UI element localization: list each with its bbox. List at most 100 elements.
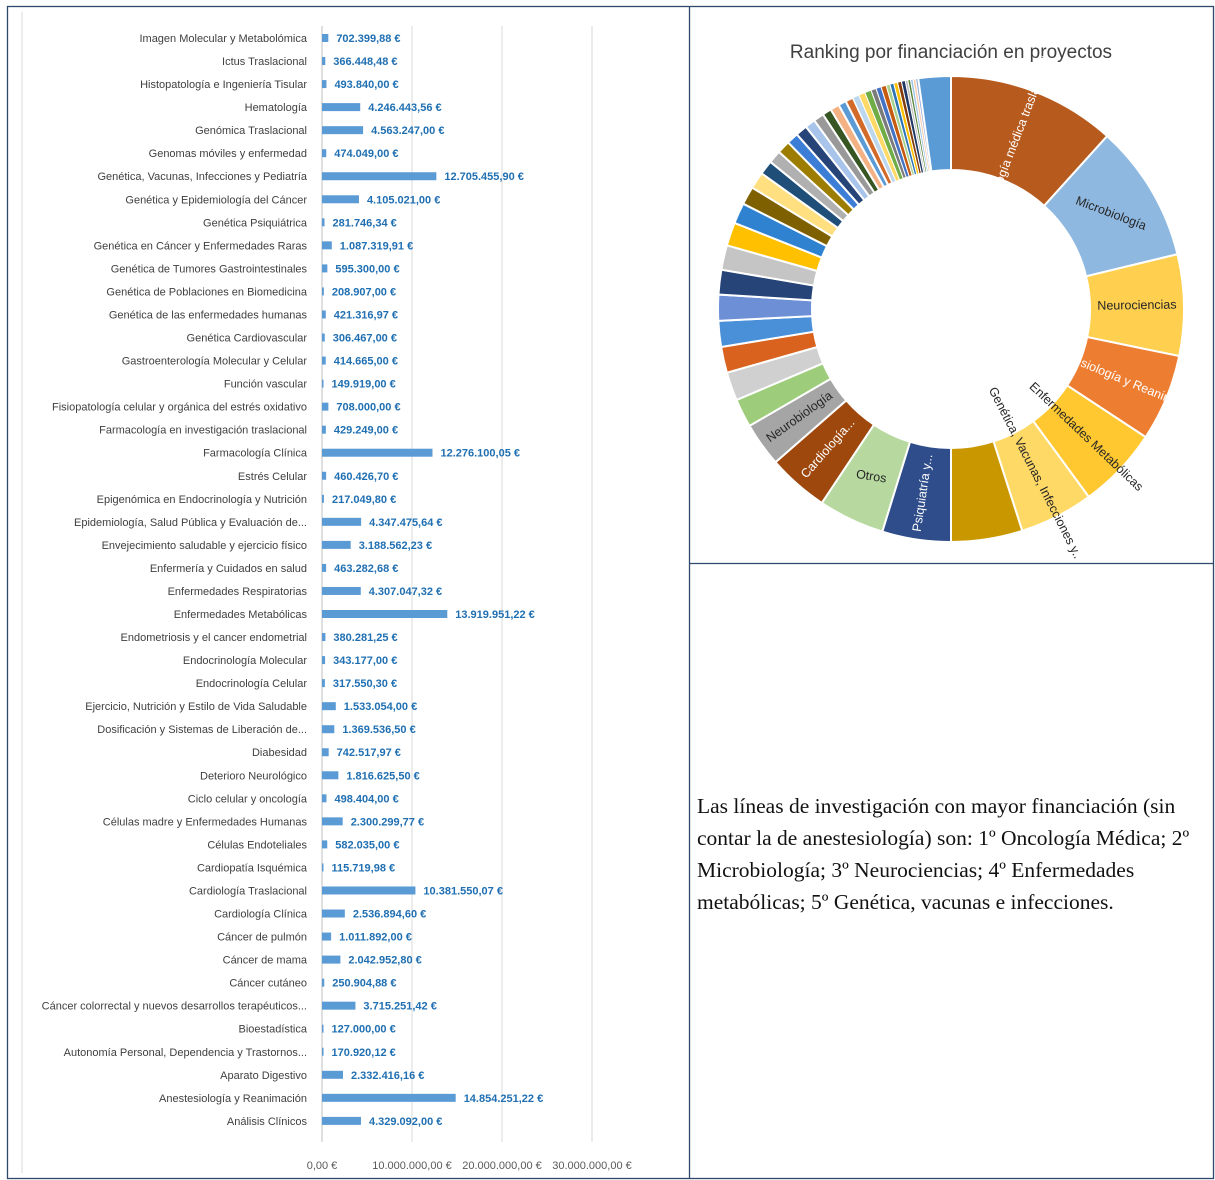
value-label: 12.705.455,90 € [444, 171, 524, 183]
bar-row: Imagen Molecular y Metabolómica 702.399,8… [139, 33, 400, 45]
category-label: Bioestadística [239, 1024, 308, 1036]
bar-row: Ejercicio, Nutrición y Estilo de Vida Sa… [85, 701, 417, 713]
bar [322, 241, 332, 250]
category-label: Hematología [245, 102, 308, 114]
table-borders [6, 5, 1215, 1180]
category-label: Endocrinología Molecular [183, 655, 307, 667]
bar [322, 448, 433, 457]
category-label: Genética de Tumores Gastrointestinales [111, 263, 308, 275]
table-outer-border [6, 5, 1215, 1180]
category-label: Autonomía Personal, Dependencia y Trasto… [64, 1047, 307, 1059]
bar [322, 679, 325, 688]
bar [322, 978, 325, 987]
bar [322, 886, 416, 895]
bar-row: Genética Cardiovascular 306.467,00 € [187, 333, 397, 345]
bar-row: Diabesidad 742.517,97 € [252, 747, 401, 759]
value-label: 13.919.951,22 € [455, 609, 535, 621]
value-label: 4.105.021,00 € [367, 194, 440, 206]
bar [322, 1070, 343, 1079]
category-label: Farmacología en investigación traslacion… [99, 425, 307, 437]
category-label: Cáncer de pulmón [217, 932, 307, 944]
bar-row: Fisiopatología celular y orgánica del es… [52, 402, 401, 414]
bar-row: Bioestadística 127.000,00 € [239, 1024, 396, 1036]
bar [322, 955, 341, 964]
value-label: 281.746,34 € [333, 217, 397, 229]
category-label: Imagen Molecular y Metabolómica [139, 33, 307, 45]
x-tick-label: 20.000.000,00 € [462, 1160, 542, 1172]
bar-row: Enfermedades Metabólicas 13.919.951,22 € [174, 609, 535, 621]
category-label: Gastroenterología Molecular y Celular [122, 356, 308, 368]
category-label: Deterioro Neurológico [200, 770, 307, 782]
bar-row: Hematología 4.246.443,56 € [245, 102, 442, 114]
bar [322, 656, 326, 665]
value-label: 2.042.952,80 € [348, 955, 421, 967]
bar-row: Farmacología en investigación traslacion… [99, 425, 398, 437]
bar [322, 1116, 361, 1125]
donut-slices [717, 74, 1185, 544]
bar-row: Dosificación y Sistemas de Liberación de… [97, 724, 415, 736]
bar [322, 126, 364, 135]
bar [322, 725, 335, 734]
value-label: 4.246.443,56 € [368, 102, 441, 114]
bar-row: Autonomía Personal, Dependencia y Trasto… [64, 1047, 396, 1059]
category-label: Histopatología e Ingeniería Tisular [140, 79, 307, 91]
category-label: Envejecimiento saludable y ejercicio fís… [102, 540, 307, 552]
bar-row: Cáncer cutáneo 250.904,88 € [229, 978, 396, 990]
bar [322, 909, 345, 918]
value-label: 12.276.100,05 € [440, 448, 520, 460]
bar-row: Estrés Celular 460.426,70 € [238, 471, 398, 483]
value-label: 1.369.536,50 € [342, 724, 415, 736]
category-label: Función vascular [224, 379, 307, 391]
bar [322, 425, 326, 434]
bar-chart: 0,00 € 10.000.000,00 € 20.000.000,00 € 30.0… [21, 12, 632, 1173]
findings-paragraph: Las líneas de investigación con mayor fi… [697, 794, 1190, 914]
bar [322, 771, 339, 780]
bar-row: Endometriosis y el cancer endometrial 380… [121, 632, 398, 644]
category-label: Genética y Epidemiología del Cáncer [125, 194, 307, 206]
bar [322, 1047, 324, 1056]
bar [322, 794, 327, 803]
bar [322, 1001, 356, 1010]
bar [322, 172, 437, 181]
value-label: 702.399,88 € [336, 33, 400, 45]
bar [322, 748, 329, 757]
x-tick-label: 0,00 € [307, 1160, 338, 1172]
bar-row: Anestesiología y Reanimación 14.854.251,2… [159, 1093, 543, 1105]
value-label: 10.381.550,07 € [423, 885, 503, 897]
value-label: 2.300.299,77 € [351, 816, 424, 828]
bar-row: Cardiología Clínica 2.536.894,60 € [214, 909, 426, 921]
bar [322, 494, 324, 503]
bar-row: Aparato Digestivo 2.332.416,16 € [220, 1070, 424, 1082]
bar-row: Genética de Tumores Gastrointestinales 59… [111, 263, 400, 275]
bar [322, 563, 327, 572]
bar [322, 379, 324, 388]
bar [322, 517, 362, 526]
bar-row: Genética de Poblaciones en Biomedicina 20… [106, 286, 396, 298]
bar-row: Envejecimiento saludable y ejercicio fís… [102, 540, 433, 552]
value-label: 3.715.251,42 € [363, 1001, 436, 1013]
x-tick-label: 30.000.000,00 € [552, 1160, 632, 1172]
bar [322, 356, 326, 365]
donut-title: Ranking por financiación en proyectos [790, 42, 1112, 63]
category-label: Epigenómica en Endocrinología y Nutrició… [97, 494, 307, 506]
category-label: Genética Psiquiátrica [203, 217, 308, 229]
bar-row: Enfermería y Cuidados en salud 463.282,68… [150, 563, 399, 575]
bar [322, 34, 329, 42]
bar [322, 218, 325, 227]
value-label: 429.249,00 € [334, 425, 398, 437]
bar-row: Epidemiología, Salud Pública y Evaluació… [74, 517, 443, 529]
bar-row: Genomas móviles y enfermedad 474.049,00 € [149, 148, 399, 160]
value-label: 2.332.416,16 € [351, 1070, 424, 1082]
bar [322, 57, 326, 66]
category-label: Farmacología Clínica [203, 448, 308, 460]
bar-row: Análisis Clínicos 4.329.092,00 € [227, 1116, 442, 1128]
bar [322, 1093, 456, 1102]
category-label: Ejercicio, Nutrición y Estilo de Vida Sa… [85, 701, 307, 713]
category-label: Estrés Celular [238, 471, 307, 483]
bar-row: Genética en Cáncer y Enfermedades Raras 1… [94, 240, 414, 252]
value-label: 14.854.251,22 € [464, 1093, 544, 1105]
value-label: 474.049,00 € [334, 148, 398, 160]
value-label: 3.188.562,23 € [359, 540, 432, 552]
category-label: Cáncer de mama [223, 955, 308, 967]
donut-slice [917, 74, 952, 173]
